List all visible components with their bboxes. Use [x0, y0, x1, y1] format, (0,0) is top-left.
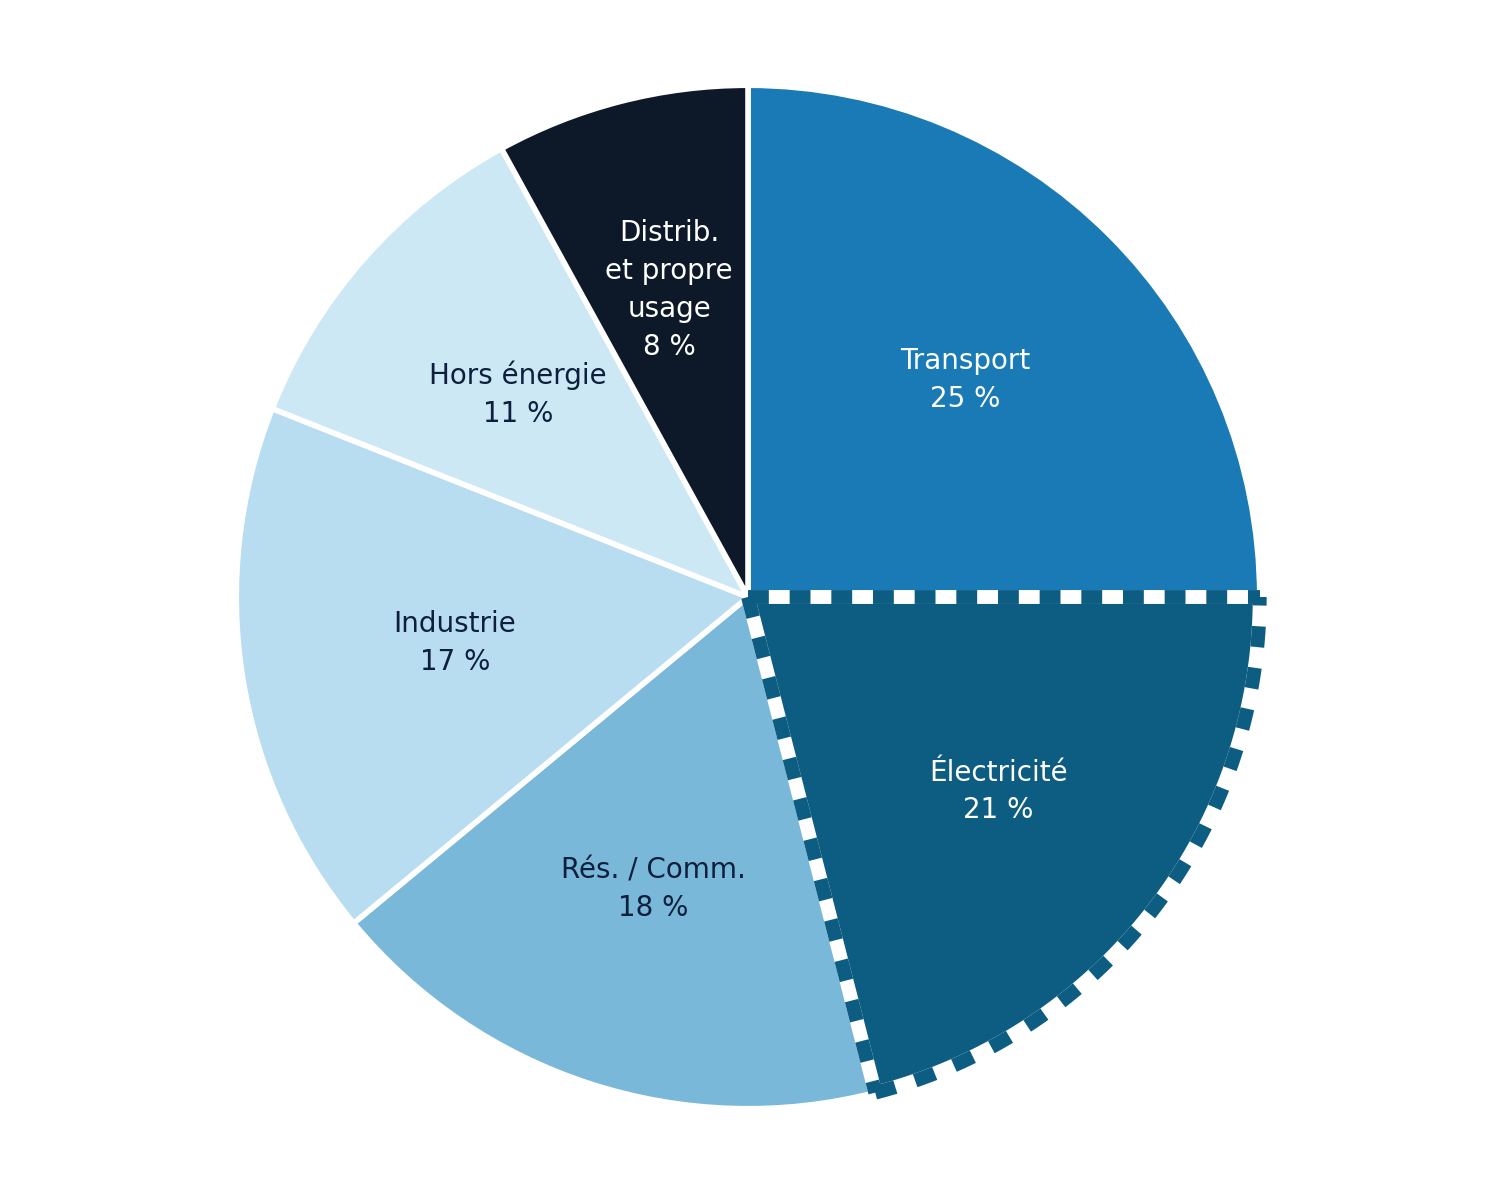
Text: Industrie
17 %: Industrie 17 % [393, 610, 516, 676]
Text: Hors énergie
11 %: Hors énergie 11 % [429, 361, 606, 427]
Wedge shape [353, 597, 875, 1109]
Wedge shape [748, 85, 1260, 597]
Text: Transport
25 %: Transport 25 % [901, 347, 1031, 413]
Wedge shape [748, 597, 1260, 1093]
Wedge shape [236, 408, 748, 923]
Wedge shape [272, 148, 748, 597]
Wedge shape [501, 85, 748, 597]
Text: Électricité
21 %: Électricité 21 % [929, 758, 1068, 824]
Text: Distrib.
et propre
usage
8 %: Distrib. et propre usage 8 % [606, 219, 733, 361]
Text: Rés. / Comm.
18 %: Rés. / Comm. 18 % [561, 856, 745, 922]
